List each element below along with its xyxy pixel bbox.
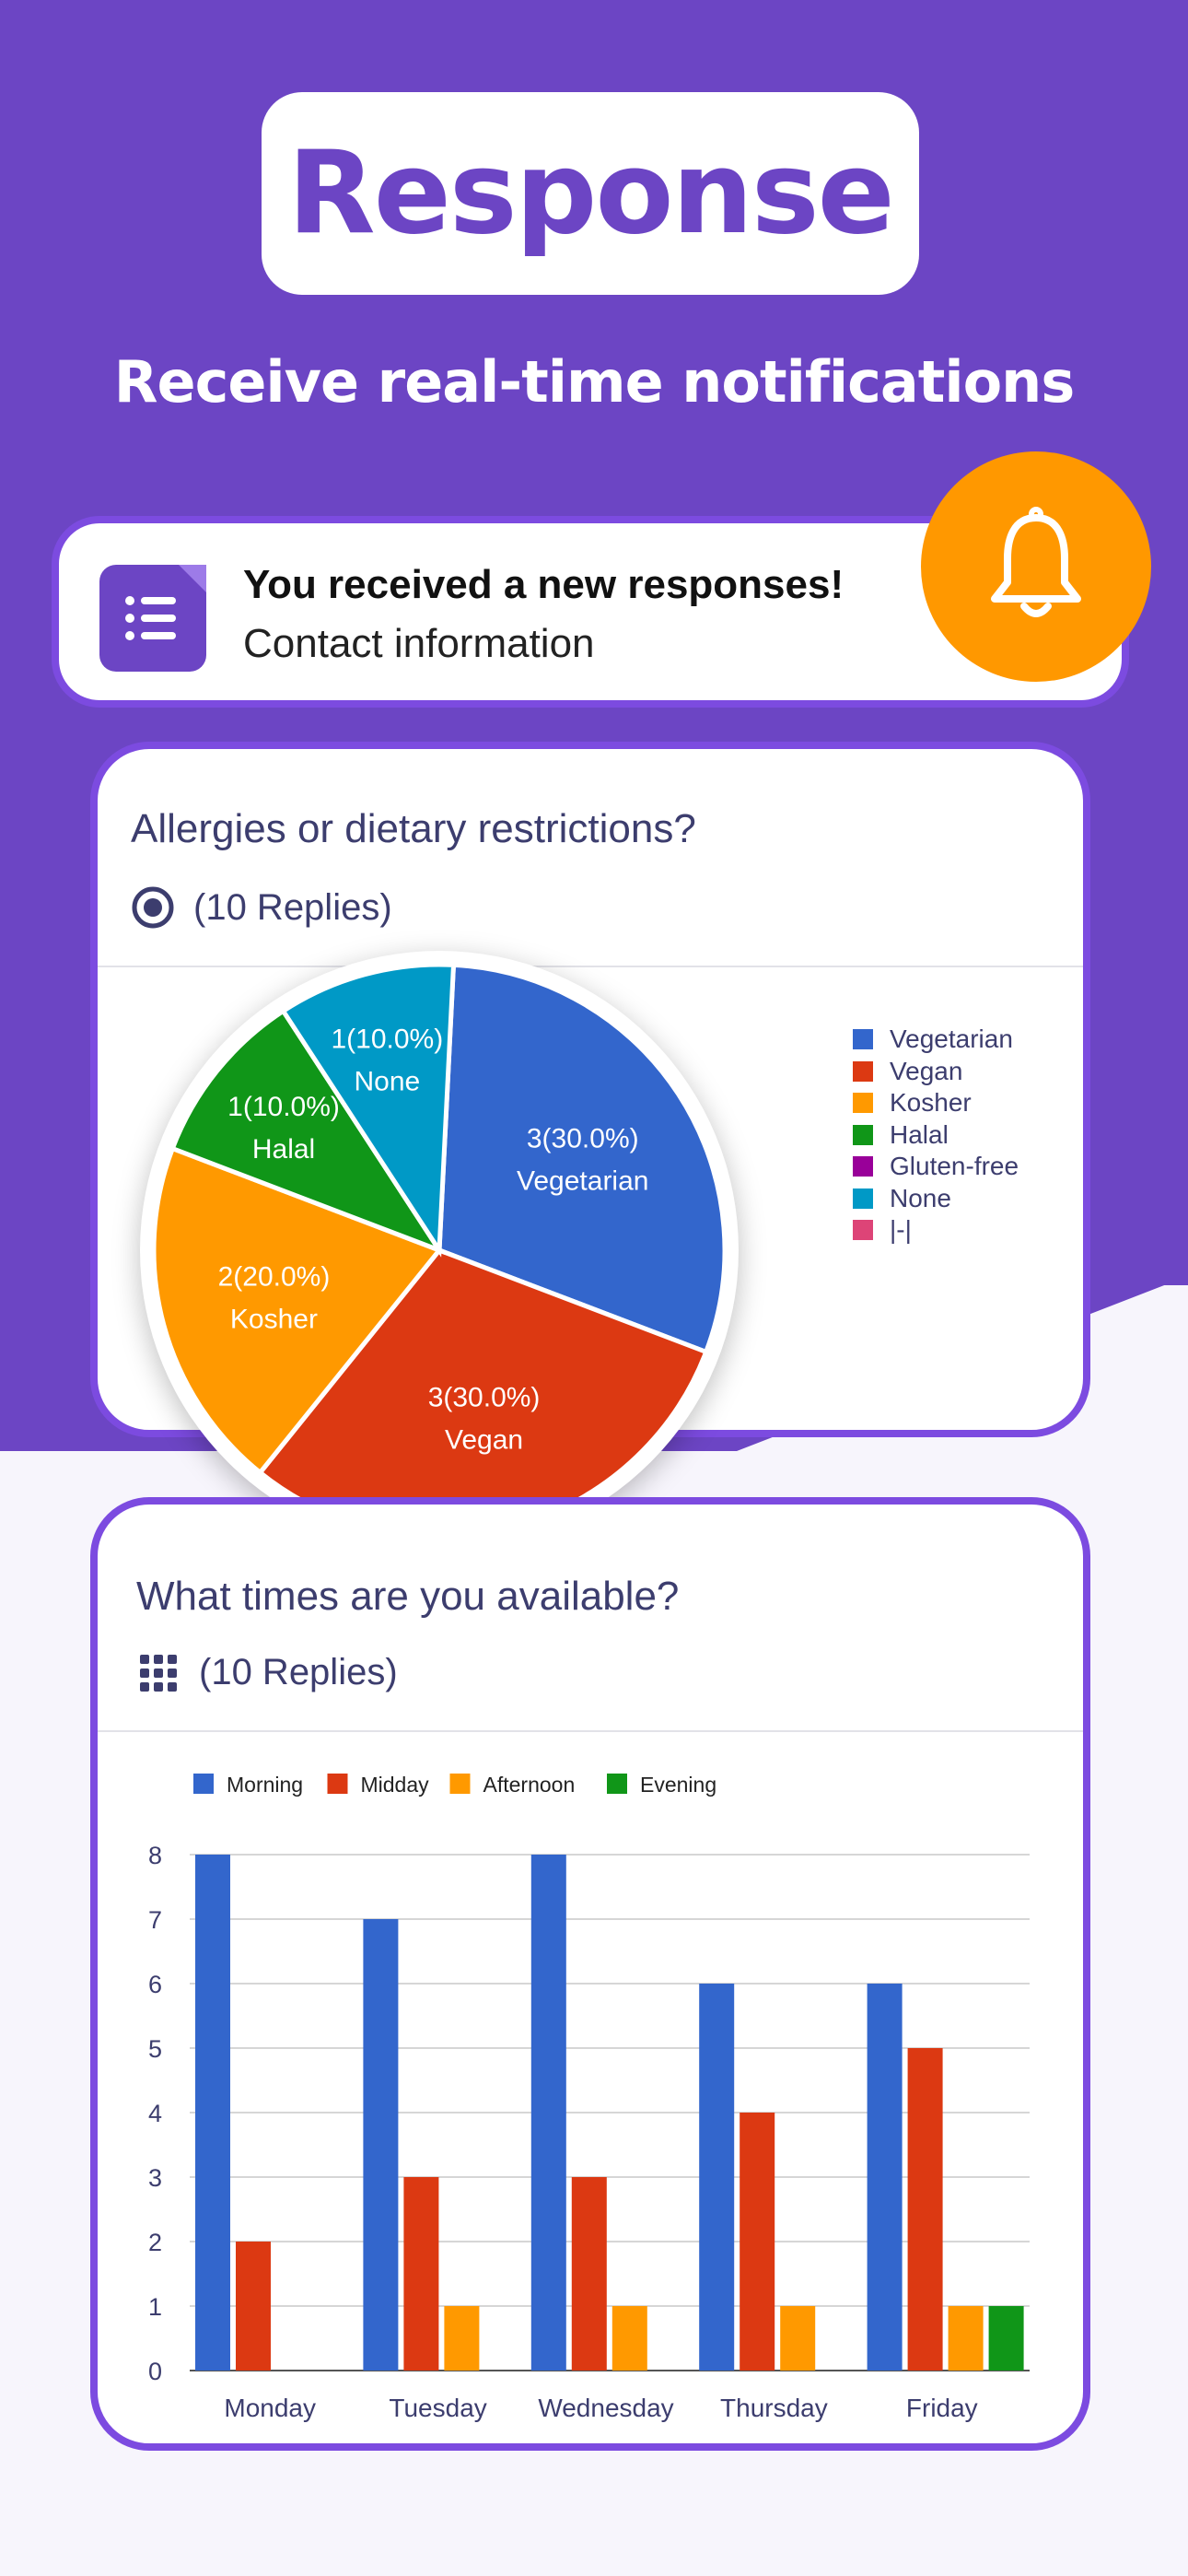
y-tick-label: 5 <box>148 2035 162 2063</box>
question-title: What times are you available? <box>136 1574 680 1619</box>
pie-category-label: Vegetarian <box>517 1165 648 1196</box>
bar-morning-wednesday <box>530 1855 566 2371</box>
pie-slice-kosher <box>151 1145 444 1476</box>
legend-label: Afternoon <box>483 1773 576 1797</box>
notification-card[interactable]: You received a new responses! Contact in… <box>52 516 1129 708</box>
bar-morning-friday <box>867 1984 903 2371</box>
y-tick-label: 2 <box>148 2229 162 2256</box>
pie-value-label: 1(10.0%) <box>227 1092 340 1122</box>
pie-value-label: 1(10.0%) <box>331 1025 443 1055</box>
bar-afternoon-wednesday <box>611 2306 647 2371</box>
legend-label: Vegetarian <box>890 1025 1013 1054</box>
legend-item: Vegan <box>853 1056 1019 1088</box>
legend-item: Gluten-free <box>853 1151 1019 1183</box>
pie-slice-vegetarian <box>437 962 728 1355</box>
legend-item: None <box>853 1183 1019 1215</box>
bar-morning-monday <box>195 1855 230 2371</box>
legend-item: Kosher <box>853 1087 1019 1119</box>
bar-afternoon-thursday <box>780 2306 816 2371</box>
pie-legend: Vegetarian Vegan Kosher Halal Gluten-free Non… <box>853 1024 1019 1247</box>
grid-icon <box>140 1655 177 1692</box>
divider <box>98 966 1083 967</box>
bar-chart: Morning Midday Afternoon Evening 0 1 2 3 4 5 6 7 8 Mo… <box>148 1773 1030 2422</box>
page-title-pill: Response <box>262 92 919 295</box>
legend-label: Evening <box>640 1773 716 1797</box>
pie-slice-halal <box>169 1007 446 1256</box>
x-tick-label: Wednesday <box>538 2394 673 2422</box>
legend-swatch <box>853 1188 873 1209</box>
x-tick-label: Thursday <box>720 2394 828 2422</box>
legend-item: Vegetarian <box>853 1024 1019 1056</box>
y-tick-label: 6 <box>148 1971 162 1998</box>
legend-item: Halal <box>853 1119 1019 1152</box>
legend-swatch <box>853 1220 873 1241</box>
legend-label: Gluten-free <box>890 1152 1019 1181</box>
notification-title: You received a new responses! <box>243 562 844 607</box>
legend-swatch <box>193 1774 214 1794</box>
pie-value-label: 3(30.0%) <box>527 1123 639 1153</box>
bar-morning-thursday <box>699 1984 735 2371</box>
legend-label: None <box>890 1183 951 1212</box>
y-tick-label: 0 <box>148 2358 162 2385</box>
y-tick-label: 8 <box>148 1842 162 1869</box>
notification-subtitle: Contact information <box>243 621 595 666</box>
legend-swatch <box>607 1774 627 1794</box>
legend-label: Morning <box>227 1773 303 1797</box>
bell-icon <box>921 451 1151 682</box>
pie-slice-none <box>280 962 457 1258</box>
y-tick-label: 3 <box>148 2164 162 2192</box>
legend-label: Halal <box>890 1119 949 1149</box>
pie-value-label: 3(30.0%) <box>428 1383 541 1413</box>
form-list-icon <box>99 565 206 672</box>
bar-midday-thursday <box>740 2113 775 2371</box>
legend-item: |-| <box>853 1214 1019 1247</box>
bar-midday-tuesday <box>403 2177 439 2371</box>
x-tick-label: Tuesday <box>389 2394 486 2422</box>
pie-value-label: 2(20.0%) <box>218 1262 331 1293</box>
pie-category-label: Halal <box>252 1134 315 1165</box>
legend-swatch <box>853 1060 873 1082</box>
bar-evening-friday <box>988 2306 1024 2371</box>
y-tick-label: 1 <box>148 2293 162 2321</box>
question-title: Allergies or dietary restrictions? <box>131 806 696 851</box>
pie-category-label: Kosher <box>230 1305 318 1335</box>
page-title: Response <box>287 127 895 260</box>
bar-midday-wednesday <box>571 2177 607 2371</box>
pie-category-label: None <box>354 1067 420 1097</box>
legend-swatch <box>853 1029 873 1050</box>
bar-afternoon-tuesday <box>444 2306 480 2371</box>
bar-morning-tuesday <box>363 1919 399 2371</box>
y-tick-label: 4 <box>148 2100 162 2127</box>
bar-midday-friday <box>907 2048 943 2371</box>
legend-swatch <box>449 1774 471 1794</box>
replies-count: (10 Replies) <box>199 1652 398 1692</box>
legend-label: Vegan <box>890 1056 963 1085</box>
legend-label: Midday <box>361 1773 430 1797</box>
bar-afternoon-friday <box>948 2306 984 2371</box>
x-tick-label: Friday <box>906 2394 978 2422</box>
legend-label: Kosher <box>890 1088 972 1118</box>
page-subtitle: Receive real-time notifications <box>113 348 1075 416</box>
question-card-availability: What times are you available? (10 Replie… <box>90 1497 1090 2451</box>
legend-swatch <box>327 1774 348 1794</box>
legend-swatch <box>853 1093 873 1114</box>
pie-category-label: Vegan <box>445 1425 523 1456</box>
legend-swatch <box>853 1156 873 1177</box>
legend-label: |-| <box>890 1215 912 1245</box>
pie-chart: 3(30.0%) Vegetarian 3(30.0%) Vegan 2(20.0%) K… <box>140 951 739 1550</box>
bar-midday-monday <box>236 2242 271 2371</box>
y-tick-label: 7 <box>148 1906 162 1934</box>
x-tick-label: Monday <box>224 2394 316 2422</box>
legend-swatch <box>853 1124 873 1145</box>
replies-count: (10 Replies) <box>193 887 392 928</box>
divider <box>98 1730 1083 1732</box>
radio-button-icon <box>132 886 174 929</box>
